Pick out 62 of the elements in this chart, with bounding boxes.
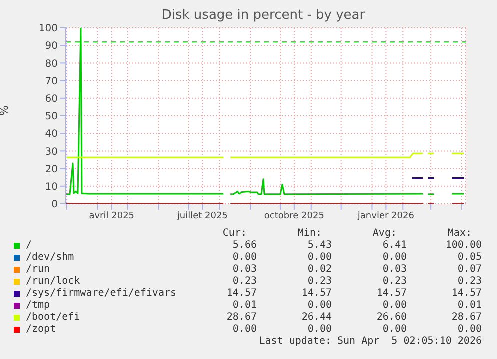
text: 0.23: [308, 276, 332, 287]
text: Avg:: [372, 228, 397, 239]
y-tick-label: 50: [45, 112, 58, 123]
y-tick-label: 60: [45, 94, 58, 105]
text: 6.41: [382, 240, 407, 251]
text: 0.00: [458, 324, 482, 335]
text: Min:: [298, 228, 322, 239]
y-axis-title: %: [0, 106, 11, 116]
legend-label: /sys/firmware/efi/efivars: [26, 288, 177, 299]
text: 0.00: [308, 324, 332, 335]
text: 0.07: [458, 264, 482, 275]
y-tick-label: 40: [45, 129, 58, 140]
text: 14.57: [376, 288, 407, 299]
text: Max:: [448, 228, 472, 239]
y-tick-label: 80: [45, 58, 58, 70]
y-tick-label: 70: [45, 76, 58, 88]
y-tick-label: 0: [52, 200, 58, 211]
legend-label: /: [26, 240, 32, 251]
text: Cur:: [222, 228, 247, 239]
text: 0.05: [458, 252, 482, 263]
text: 0.00: [382, 300, 407, 311]
text: 0.00: [232, 324, 257, 335]
text: 0.00: [308, 252, 332, 263]
text: 0.00: [232, 252, 257, 263]
chart-title: Disk usage in percent - by year: [160, 7, 366, 24]
text: 0.23: [382, 276, 407, 287]
text: Last update: Sun Apr 5 02:05:10 2026: [259, 336, 482, 347]
x-tick-label: juillet 2025: [176, 211, 228, 222]
x-tick-label: avril 2025: [89, 211, 135, 222]
y-tick-label: 90: [45, 41, 58, 52]
x-tick-label: janvier 2026: [356, 211, 415, 222]
y-tick-label: 10: [45, 182, 58, 193]
text: 0.01: [232, 300, 257, 311]
legend-label: /zopt: [26, 324, 56, 335]
legend-label: /boot/efi: [26, 312, 80, 323]
text: 0.01: [458, 300, 482, 311]
text: 5.66: [232, 240, 257, 251]
legend-label: /tmp: [26, 300, 50, 311]
text: 0.02: [308, 264, 332, 275]
legend-label: /dev/shm: [26, 252, 74, 263]
text: 14.57: [452, 288, 482, 299]
y-tick-label: 20: [45, 164, 58, 176]
x-tick-label: octobre 2025: [264, 211, 324, 222]
text: 0.00: [382, 324, 407, 335]
y-tick-label: 100: [38, 24, 58, 35]
text: 0.23: [232, 276, 257, 287]
text: 28.67: [452, 312, 482, 323]
text: 26.44: [302, 312, 332, 323]
text: 26.60: [376, 312, 407, 323]
text: 5.43: [308, 240, 332, 251]
y-tick-label: 30: [45, 146, 58, 158]
text: 14.57: [302, 288, 332, 299]
text: 0.00: [382, 252, 407, 263]
text: 0.03: [382, 264, 407, 275]
text: 14.57: [226, 288, 257, 299]
text: 28.67: [226, 312, 257, 323]
text: 0.23: [458, 276, 482, 287]
text: 0.03: [232, 264, 257, 275]
text: 0.00: [308, 300, 332, 311]
text: 100.00: [446, 240, 482, 251]
legend-label: /run/lock: [26, 276, 80, 287]
legend-label: /run: [26, 264, 50, 275]
